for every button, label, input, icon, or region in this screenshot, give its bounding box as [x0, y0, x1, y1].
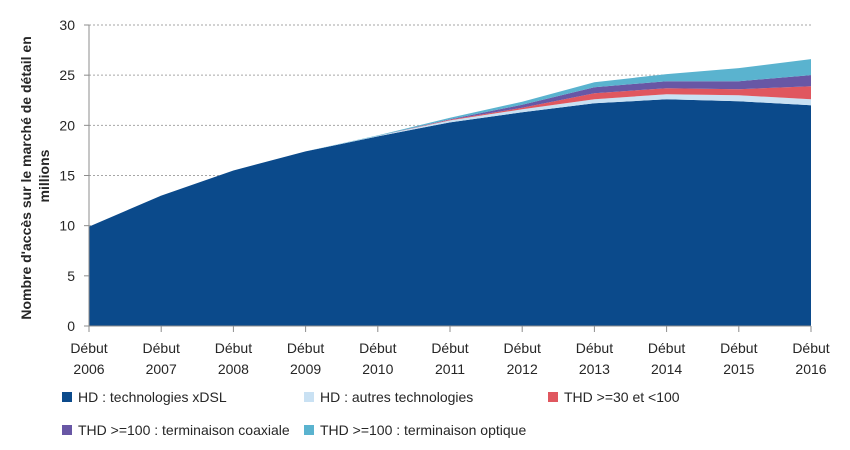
y-tick-label: 10 [59, 218, 75, 234]
legend-label-optique: THD >=100 : terminaison optique [320, 422, 527, 438]
x-tick-label: Début 2009 [287, 340, 324, 377]
y-tick-label: 25 [59, 67, 75, 83]
legend-label-autres: HD : autres technologies [320, 389, 474, 405]
x-tick-label: Début 2008 [215, 340, 252, 377]
area-series-2 [89, 94, 811, 227]
y-tick-label: 5 [67, 268, 75, 284]
legend-swatch-autres [304, 392, 314, 402]
legend-item-autres: HD : autres technologies [304, 389, 473, 405]
legend-swatch-xdsl [62, 392, 72, 402]
legend-label-thd-30-100: THD >=30 et <100 [564, 389, 680, 405]
x-tick-label: Début 2015 [720, 340, 757, 377]
legend-swatch-coaxiale [62, 425, 72, 435]
y-tick-label: 15 [59, 168, 75, 184]
area-series-group [89, 59, 811, 326]
x-tick-label: Début 2011 [431, 340, 468, 377]
y-axis-title: Nombre d'accès sur le marché de détail e… [18, 32, 52, 319]
legend-swatch-optique [304, 425, 314, 435]
y-tick-label: 20 [59, 117, 75, 133]
legend-item-optique: THD >=100 : terminaison optique [304, 422, 526, 438]
x-tick-label: Début 2013 [576, 340, 613, 377]
legend-item-coaxiale: THD >=100 : terminaison coaxiale [62, 422, 290, 438]
legend-item-thd-30-100: THD >=30 et <100 [548, 389, 680, 405]
y-tick-label: 0 [67, 318, 75, 334]
area-series-5 [89, 59, 811, 227]
axes [84, 24, 812, 332]
x-tick-label: Début 2010 [359, 340, 396, 377]
y-tick-label: 30 [59, 17, 75, 33]
legend-swatch-thd-30-100 [548, 392, 558, 402]
y-axis-title-line-1: Nombre d'accès sur le marché de détail e… [18, 36, 34, 319]
legend-label-coaxiale: THD >=100 : terminaison coaxiale [78, 422, 290, 438]
legend-item-xdsl: HD : technologies xDSL [62, 389, 227, 405]
x-tick-label: Début 2006 [70, 340, 107, 377]
x-tick-label: Début 2007 [143, 340, 180, 377]
x-tick-label: Début 2016 [792, 340, 829, 377]
x-tick-labels: Début 2006 Début 2007 Début 2008 Début 2009 Débu… [70, 340, 829, 377]
legend-label-xdsl: HD : technologies xDSL [78, 389, 227, 405]
stacked-area-chart: 0 5 10 15 20 25 30 Début 2006 Début 2007 Début 2008… [18, 17, 830, 377]
x-tick-label: Début 2012 [504, 340, 541, 377]
area-series-1 [89, 99, 811, 326]
y-axis-title-line-2: millions [36, 149, 52, 202]
y-tick-labels: 0 5 10 15 20 25 30 [59, 17, 75, 334]
x-tick-label: Début 2014 [648, 340, 685, 377]
